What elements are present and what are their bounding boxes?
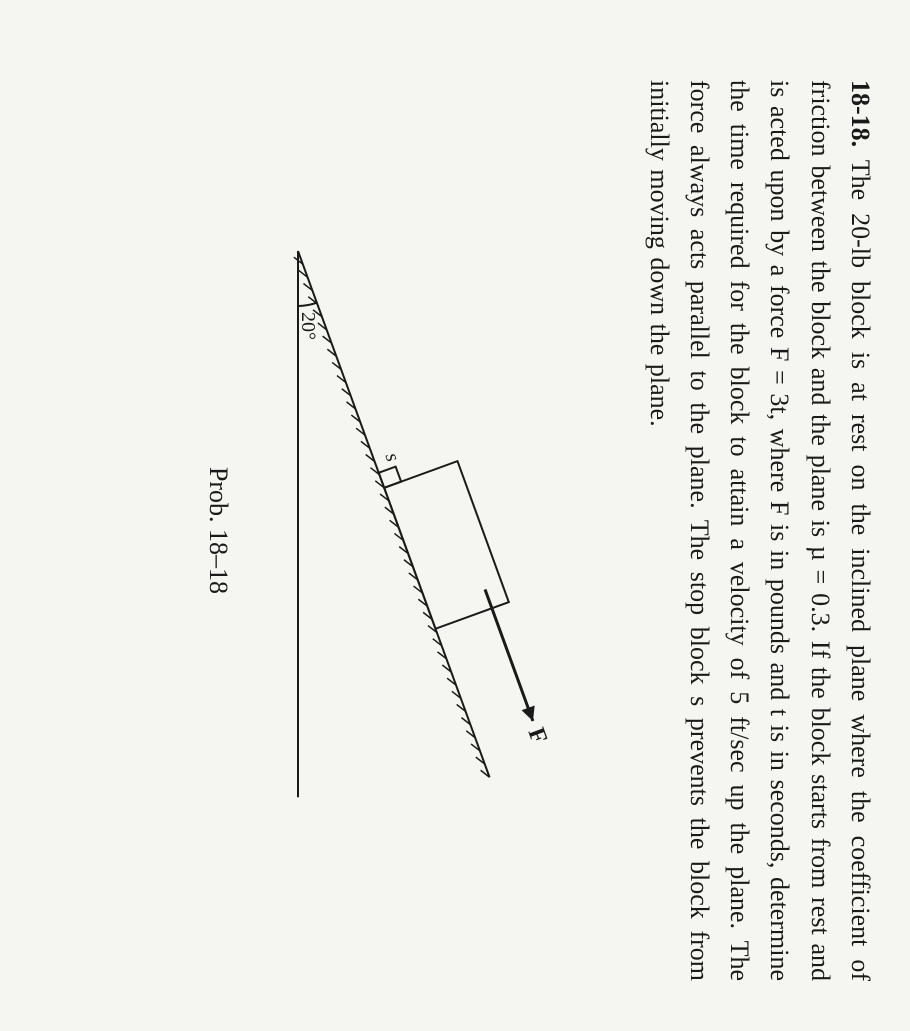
figure-area: 20° s F Prob. 18–18	[203, 80, 618, 981]
content-wrapper: 18-18. The 20-lb block is at rest on the…	[183, 0, 910, 1031]
svg-text:F: F	[523, 724, 552, 747]
problem-body: The 20-lb block is at rest on the inclin…	[645, 80, 875, 981]
problem-text: 18-18. The 20-lb block is at rest on the…	[638, 80, 880, 981]
page-content-rotated: 18-18. The 20-lb block is at rest on the…	[0, 0, 910, 1031]
svg-text:20°: 20°	[297, 312, 319, 340]
problem-number: 18-18.	[846, 80, 875, 147]
figure-caption: Prob. 18–18	[203, 80, 233, 981]
incline-diagram: 20° s F	[248, 181, 618, 881]
svg-text:s: s	[381, 449, 404, 464]
